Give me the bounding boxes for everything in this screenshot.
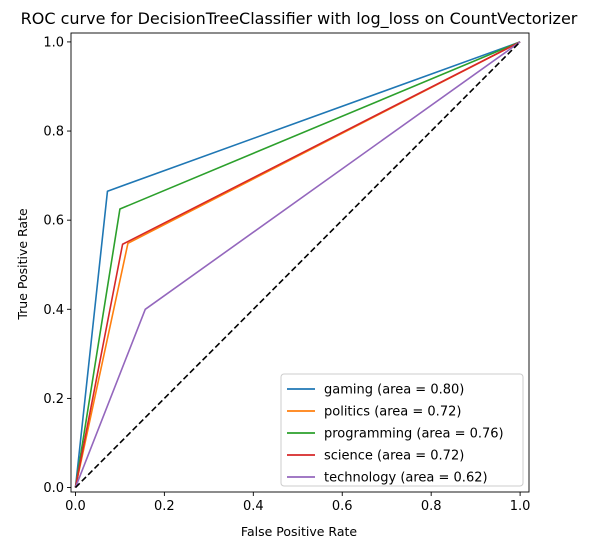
legend-label: politics (area = 0.72) [324, 405, 461, 420]
y-tick-label: 0.0 [43, 481, 64, 496]
y-axis-label: True Positive Rate [15, 208, 30, 321]
series-line-technology [74, 41, 521, 488]
x-axis-label: False Positive Rate [241, 524, 357, 539]
y-tick-label: 0.8 [43, 125, 64, 140]
axis-ticks: 0.0 0.2 0.4 0.6 0.8 1.0 0.0 0.2 0.4 0.6 0.8 1.0 [43, 35, 530, 514]
legend-label: gaming (area = 0.80) [324, 383, 464, 398]
x-tick-label: 1.0 [510, 499, 531, 514]
legend-label: technology (area = 0.62) [324, 471, 488, 486]
series-lines [74, 41, 521, 489]
series-line-science [74, 41, 521, 488]
legend-label: programming (area = 0.76) [324, 427, 504, 442]
y-tick-label: 0.6 [43, 214, 64, 229]
y-tick-label: 1.0 [43, 35, 64, 50]
x-tick-label: 0.8 [421, 499, 442, 514]
x-tick-label: 0.6 [332, 499, 353, 514]
x-tick-label: 0.2 [154, 499, 175, 514]
y-tick-label: 0.2 [43, 392, 64, 407]
plot-area [70, 32, 530, 493]
x-tick-label: 0.4 [243, 499, 264, 514]
series-line-programming [74, 41, 521, 488]
series-line-gaming [74, 41, 521, 488]
x-tick-label: 0.0 [65, 499, 86, 514]
chance-reference-line [74, 41, 521, 489]
y-tick-label: 0.4 [43, 303, 64, 318]
legend-box [280, 373, 524, 487]
chart-title: ROC curve for DecisionTreeClassifier wit… [21, 9, 578, 29]
legend: gaming (area = 0.80) politics (area = 0.7… [280, 373, 524, 487]
plot-frame [70, 32, 530, 493]
legend-label: science (area = 0.72) [324, 449, 464, 464]
